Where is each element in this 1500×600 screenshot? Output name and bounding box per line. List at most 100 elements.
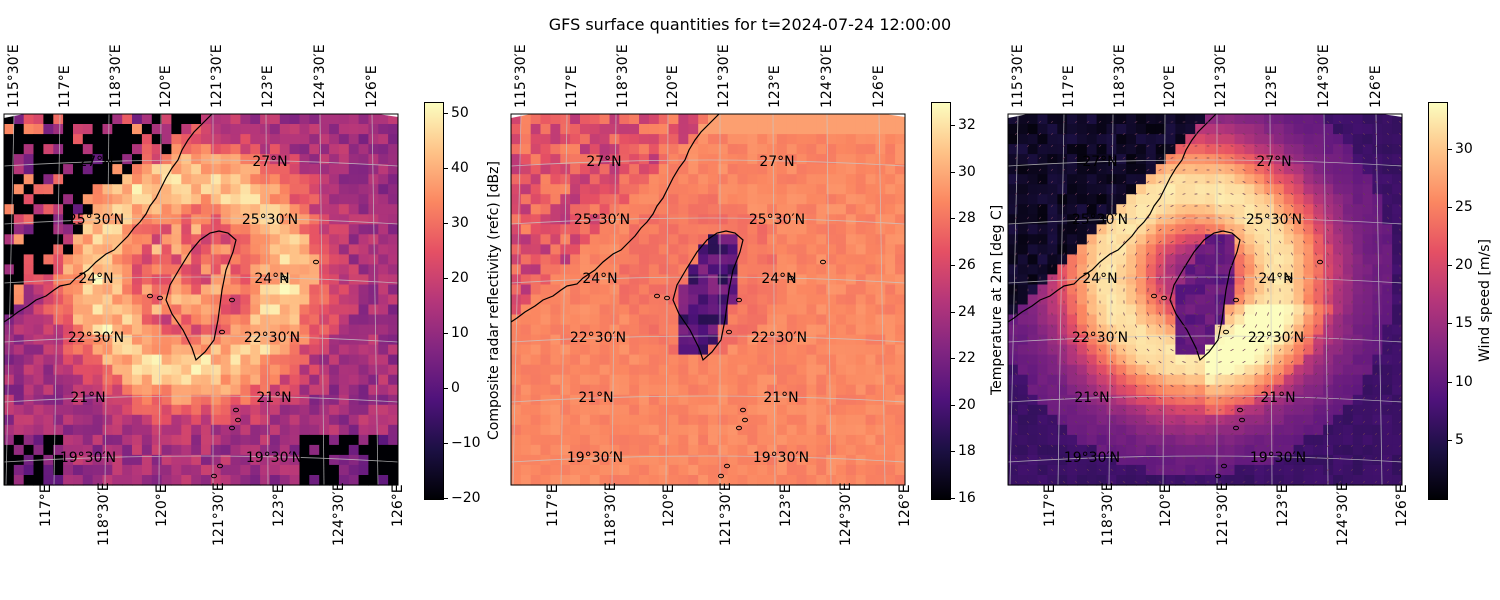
lon-tick-top: 115°30′E	[6, 44, 22, 108]
lon-tick-bottom: 120°E	[154, 484, 170, 527]
lat-label: 22°30′N	[1247, 330, 1305, 346]
colorbar-label: Wind speed [m/s]	[1477, 239, 1493, 362]
graticule	[510, 113, 906, 486]
colorbar-tick-label: 28	[958, 210, 976, 227]
lon-tick-bottom: 124°30′E	[1335, 482, 1351, 546]
colorbar-tick-label: 32	[958, 117, 976, 134]
colorbar-tick-mark	[443, 168, 448, 169]
lon-tick-top: 118°30′E	[108, 44, 124, 108]
figure-title: GFS surface quantities for t=2024-07-24 …	[548, 15, 952, 34]
lon-tick-bottom: 118°30′E	[603, 482, 619, 546]
colorbar-tick-mark	[950, 404, 955, 406]
colorbar	[424, 102, 444, 500]
lon-tick-bottom: 126°E	[1394, 484, 1410, 527]
lat-label: 24°N	[254, 271, 290, 287]
colorbar-tick-label: 10	[1455, 373, 1473, 390]
lat-label: 25°30′N	[67, 212, 125, 228]
map-svg	[3, 113, 399, 486]
lat-label: 22°30′N	[569, 330, 627, 346]
coastline-taiwan	[165, 230, 237, 362]
lon-tick-top: 126°E	[871, 65, 887, 108]
map-panel-wind-speed: 115°30′E 117°E 118°30′E 120°E 121°30′E 123°E 1…	[1004, 0, 1500, 600]
colorbar-tick-label: 15	[1455, 315, 1473, 332]
map-panel-temperature: 115°30′E 117°E 118°30′E 120°E 121°30′E 123°E 1…	[507, 0, 1005, 600]
lon-tick-top: 115°30′E	[1010, 44, 1026, 108]
colorbar-tick-mark	[1447, 148, 1452, 150]
lat-label: 21°N	[256, 390, 292, 406]
colorbar-tick-label: 22	[958, 350, 976, 367]
colorbar-tick-label: 5	[1455, 431, 1464, 448]
colorbar-tick-mark	[443, 388, 448, 389]
wind-vectors	[1014, 120, 1402, 484]
lat-label: 24°N	[1258, 271, 1294, 287]
lon-tick-top: 123°E	[767, 65, 783, 108]
lon-tick-bottom: 117°E	[1042, 484, 1058, 527]
colorbar-tick-mark	[1447, 323, 1452, 325]
lon-tick-top: 124°30′E	[1316, 44, 1332, 108]
colorbar-label: Composite radar reflectivity (refc) [dBz…	[486, 161, 502, 440]
colorbar	[1428, 102, 1448, 500]
graticule	[3, 113, 399, 486]
coastline-taiwan	[1169, 230, 1241, 362]
map-svg	[510, 113, 906, 486]
colorbar-tick-label: −10	[451, 435, 481, 451]
colorbar-tick-mark	[443, 113, 448, 114]
lon-tick-bottom: 123°E	[1275, 484, 1291, 527]
lon-tick-top: 121°30′E	[716, 44, 732, 108]
lon-tick-top: 117°E	[1061, 65, 1077, 108]
colorbar-tick-label: 26	[958, 257, 976, 274]
colorbar-tick-label: 20	[1455, 257, 1473, 274]
lon-tick-top: 120°E	[158, 65, 174, 108]
colorbar-tick-label: 30	[451, 215, 469, 231]
lat-label: 19°30′N	[566, 450, 624, 466]
colorbar-tick-mark	[950, 218, 955, 220]
coastline-mainland	[3, 113, 213, 323]
colorbar-tick-label: 25	[1455, 198, 1473, 215]
colorbar-tick-mark	[950, 498, 955, 499]
lat-label: 21°N	[763, 390, 799, 406]
lat-label: 24°N	[1082, 271, 1118, 287]
lat-label: 22°30′N	[67, 330, 125, 346]
colorbar-tick-mark	[443, 443, 448, 444]
coastline-mainland	[510, 113, 720, 323]
lon-tick-bottom: 117°E	[38, 484, 54, 527]
map-frame	[1007, 113, 1403, 486]
lat-label: 24°N	[78, 271, 114, 287]
heatmap-cells	[4, 114, 399, 486]
lon-tick-top: 126°E	[364, 65, 380, 108]
lat-label: 21°N	[70, 390, 106, 406]
colorbar-tick-mark	[1447, 206, 1452, 208]
colorbar-tick-label: 24	[958, 303, 976, 320]
lon-tick-bottom: 123°E	[271, 484, 287, 527]
colorbar-tick-label: 10	[451, 325, 469, 341]
lon-tick-bottom: 120°E	[1158, 484, 1174, 527]
coastline-taiwan	[672, 230, 744, 362]
colorbar-tick-mark	[443, 278, 448, 279]
heatmap-cells	[1008, 114, 1403, 486]
lon-tick-top: 115°30′E	[513, 44, 529, 108]
colorbar-tick-mark	[443, 333, 448, 334]
lat-label: 19°30′N	[1249, 450, 1307, 466]
lon-tick-bottom: 121°30′E	[718, 482, 734, 546]
lon-tick-top: 121°30′E	[209, 44, 225, 108]
lon-tick-top: 123°E	[1264, 65, 1280, 108]
colorbar-tick-label: 40	[451, 160, 469, 176]
lon-tick-top: 120°E	[1162, 65, 1178, 108]
lon-tick-bottom: 121°30′E	[1215, 482, 1231, 546]
lat-label: 27°N	[759, 154, 795, 170]
colorbar	[931, 102, 951, 500]
map-frame	[510, 113, 906, 486]
heatmap-cells	[511, 114, 906, 486]
graticule	[1007, 113, 1403, 486]
map-panel-radar-reflectivity: 115°30′E 117°E 118°30′E 120°E 121°30′E 123°E 1…	[0, 0, 502, 600]
colorbar-tick-label: 0	[451, 380, 460, 396]
lon-tick-top: 123°E	[260, 65, 276, 108]
lon-tick-top: 121°30′E	[1213, 44, 1229, 108]
lon-tick-top: 117°E	[564, 65, 580, 108]
lon-tick-bottom: 126°E	[897, 484, 913, 527]
lat-label: 25°30′N	[1245, 212, 1303, 228]
lon-tick-bottom: 117°E	[545, 484, 561, 527]
lat-label: 22°30′N	[750, 330, 808, 346]
colorbar-tick-mark	[950, 171, 955, 173]
lat-label: 19°30′N	[1063, 450, 1121, 466]
